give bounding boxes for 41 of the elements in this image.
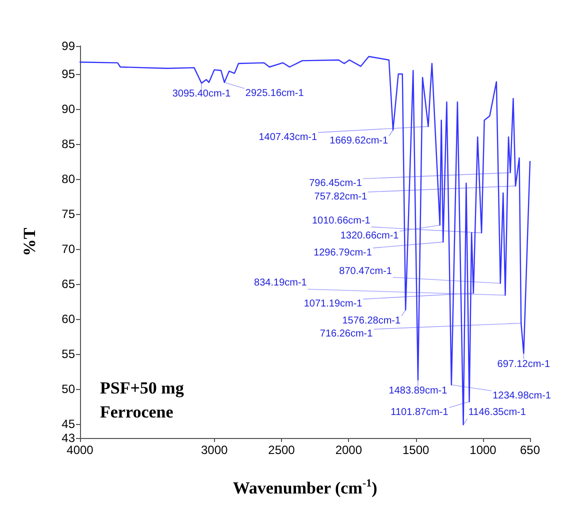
y-tick-label: 95: [62, 67, 76, 81]
annotation: 1407.43cm-1: [258, 132, 318, 143]
y-tick-label: 70: [62, 242, 76, 256]
x-tick-label: 4000: [66, 443, 94, 457]
annotation: 716.26cm-1: [320, 328, 374, 340]
annotation: 1010.66cm-1: [312, 215, 371, 226]
x-tick-label: 1000: [470, 443, 497, 457]
y-tick-label: 99: [62, 39, 76, 53]
annotation: 1071.19cm-1: [304, 298, 363, 310]
y-tick-label: 85: [62, 137, 76, 151]
annotation: 1296.79cm-1: [314, 248, 372, 258]
annotation: 1483.89cm-1: [388, 385, 448, 396]
annotation: 1320.66cm-1: [340, 230, 400, 242]
annotation: 1101.87cm-1: [390, 407, 449, 418]
y-tick-label: 90: [62, 102, 76, 116]
annotation: 796.45cm-1: [309, 178, 362, 190]
x-tick-label: 2000: [335, 443, 362, 457]
y-tick-label: 60: [62, 312, 76, 326]
annotation: 1146.35cm-1: [468, 407, 526, 418]
annotation: 834.19cm-1: [254, 278, 308, 289]
y-tick-label: 43: [62, 431, 76, 445]
annotation: 1576.28cm-1: [342, 315, 402, 326]
annotation: 870.47cm-1: [339, 266, 392, 277]
annotation: 3095.40cm-1: [172, 88, 232, 100]
y-tick-label: 65: [62, 277, 76, 291]
annotation: 2925.16cm-1: [245, 88, 304, 99]
annotation: 1669.62cm-1: [330, 136, 388, 146]
x-tick-label: 3000: [200, 443, 228, 457]
x-tick-label: 650: [520, 443, 540, 457]
y-tick-label: 80: [62, 172, 76, 186]
annotation: 697.12cm-1: [497, 358, 551, 370]
y-tick-label: 75: [62, 207, 76, 221]
annotation: 757.82cm-1: [314, 192, 368, 202]
annotation: 1234.98cm-1: [492, 390, 552, 402]
y-tick-label: 45: [62, 417, 76, 431]
x-tick-label: 2500: [268, 443, 296, 457]
y-tick-label: 50: [62, 382, 76, 396]
annotation: PSF+50 mg Ferrocene: [100, 378, 184, 422]
x-tick-label: 1500: [402, 443, 430, 457]
y-tick-label: 55: [62, 347, 76, 361]
y-axis-title: %T: [20, 227, 39, 256]
